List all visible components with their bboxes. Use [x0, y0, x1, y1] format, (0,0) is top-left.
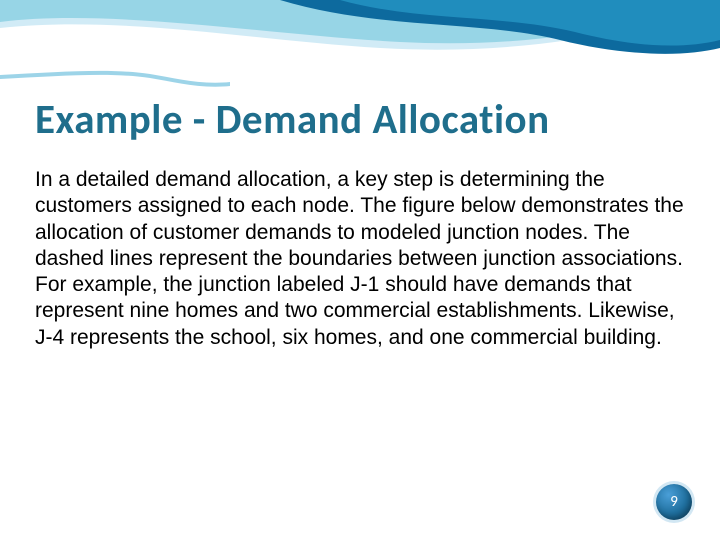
slide-body: In a detailed demand allocation, a key s… — [35, 167, 685, 351]
page-number: 9 — [670, 493, 678, 511]
page-number-badge: 9 — [656, 484, 692, 520]
slide-title: Example - Demand Allocation — [35, 95, 685, 145]
slide-content: Example - Demand Allocation In a detaile… — [35, 95, 685, 351]
wave-decoration — [0, 0, 720, 100]
